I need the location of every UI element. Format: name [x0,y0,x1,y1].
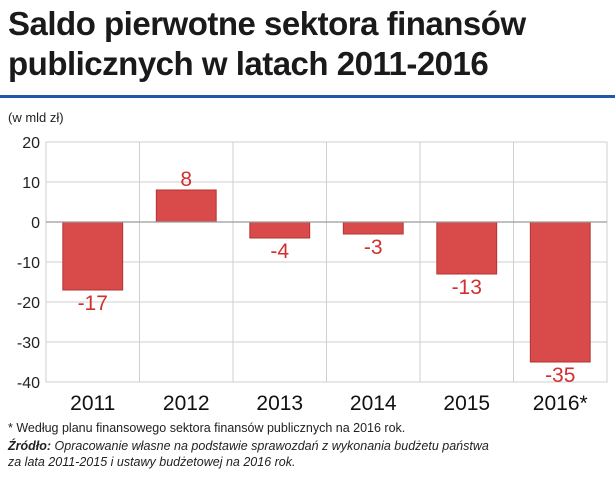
y-tick-label: -30 [17,335,40,352]
x-tick-label: 2011 [70,392,115,415]
data-label: -3 [364,236,383,259]
bar [249,221,311,239]
y-tick-label: 0 [31,215,40,232]
title-divider [0,95,615,98]
x-tick-label: 2014 [350,392,397,415]
data-label: -4 [270,240,289,263]
bar [342,221,404,235]
source-label: Źródło: [8,439,52,453]
x-tick-label: 2013 [256,392,303,415]
footnote: * Według planu finansowego sektora finan… [8,421,406,435]
x-tick-label: 2012 [163,392,210,415]
source-line-1: Opracowanie własne na podstawie sprawozd… [54,439,489,453]
y-tick-label: 20 [22,135,40,152]
bar [62,221,124,291]
chart-title-line-2: publicznych w latach 2011-2016 [8,45,489,82]
y-tick-label: -40 [17,375,40,392]
data-label: -13 [452,276,482,299]
chart-title-line-1: Saldo pierwotne sektora finansów [8,5,526,42]
unit-label: (w mld zł) [8,110,64,125]
chart-title: Saldo pierwotne sektora finansów publicz… [8,4,608,84]
y-tick-label: 10 [22,175,40,192]
source-note: Źródło: Opracowanie własne na podstawie … [8,438,608,470]
data-label: 8 [180,168,192,191]
y-tick-label: -10 [17,255,40,272]
x-tick-label: 2016* [533,392,588,415]
data-label: -35 [545,364,575,387]
bar [529,221,591,363]
bar [155,189,217,223]
data-label: -17 [78,292,108,315]
bar [436,221,498,275]
source-line-2: za lata 2011-2015 i ustawy budżetowej na… [8,455,296,469]
y-tick-label: -20 [17,295,40,312]
x-tick-label: 2015 [443,392,490,415]
